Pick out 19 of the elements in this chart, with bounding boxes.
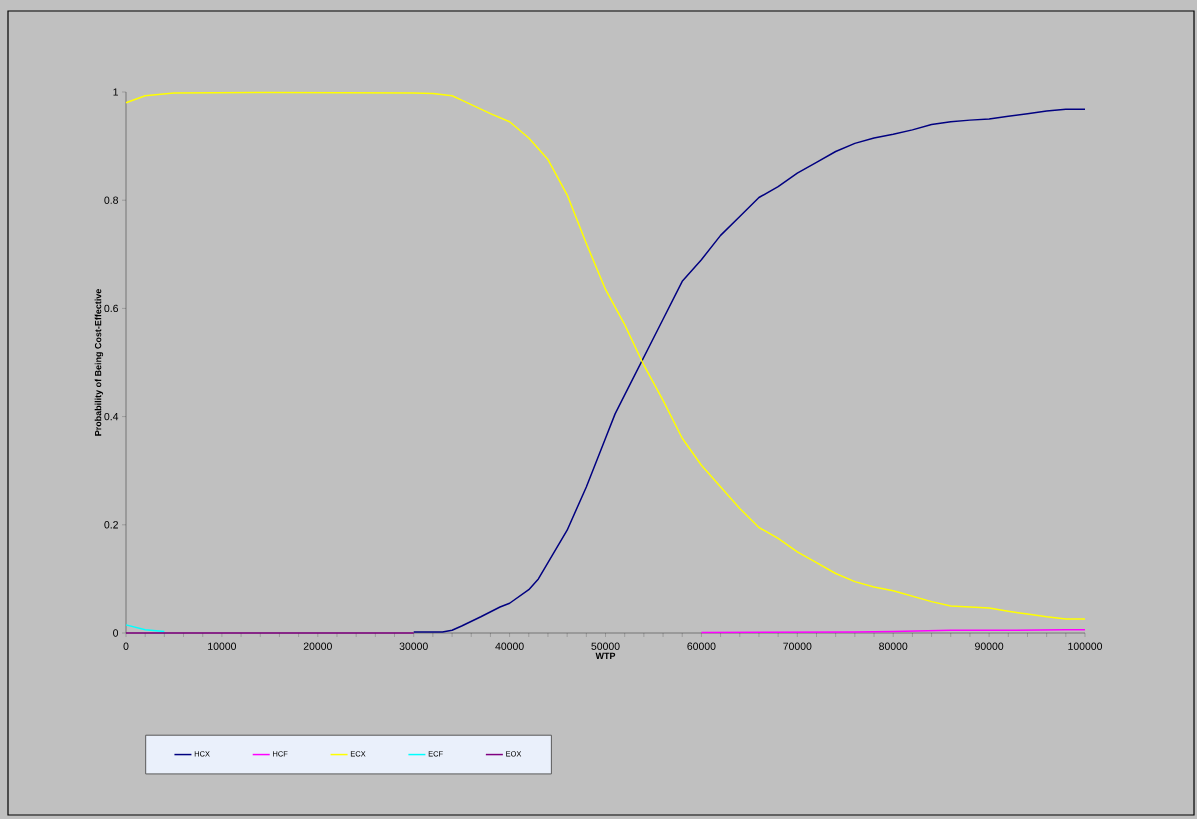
x-tick-label: 0 [123, 642, 129, 650]
x-tick-label: 50000 [591, 642, 620, 650]
y-axis-title: Probability of Being Cost-Effective [94, 289, 104, 436]
y-tick-label: 0.8 [104, 196, 119, 204]
x-tick-label: 100000 [1068, 642, 1103, 650]
x-tick-label: 70000 [783, 642, 812, 650]
x-tick-label: 60000 [687, 642, 716, 650]
y-tick-label: 0.2 [104, 521, 118, 529]
x-tick-label: 20000 [303, 642, 332, 650]
x-tick-label: 80000 [879, 642, 908, 650]
x-axis-title: WTP [595, 652, 616, 659]
x-tick-label: 10000 [208, 642, 237, 650]
y-tick-label: 0 [113, 629, 119, 637]
y-tick-label: 1 [113, 88, 118, 96]
x-tick-label: 90000 [975, 642, 1004, 650]
y-tick-label: 0.6 [104, 304, 119, 313]
y-tick-label: 0.4 [104, 412, 119, 421]
x-tick-label: 40000 [495, 642, 524, 650]
x-tick-label: 30000 [399, 642, 428, 650]
